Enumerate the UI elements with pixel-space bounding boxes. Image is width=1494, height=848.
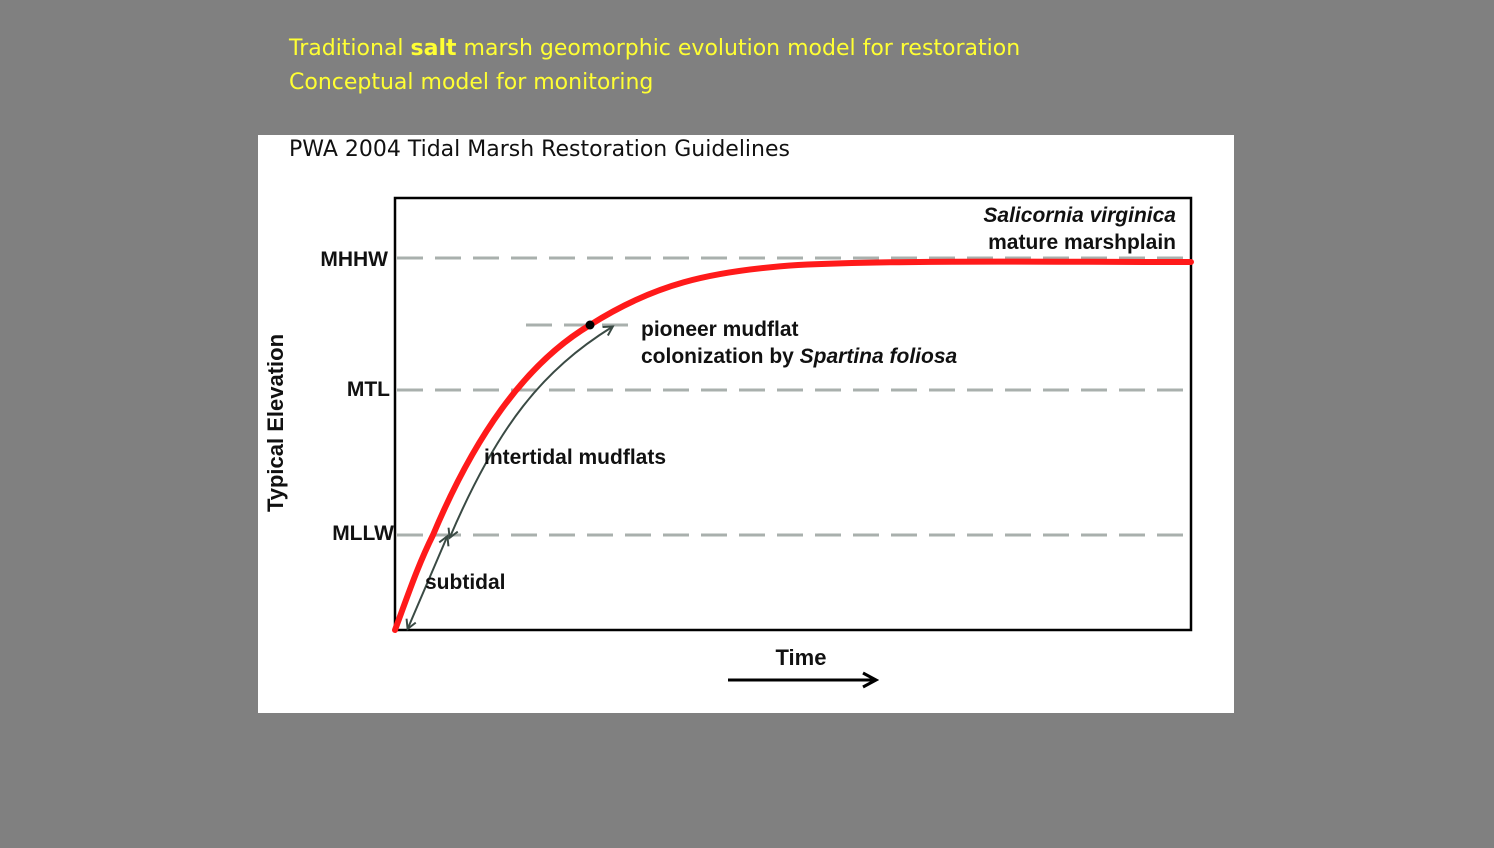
slide-title: Traditional salt marsh geomorphic evolut… (289, 32, 1020, 100)
title-emphasis: salt (410, 36, 457, 61)
pioneer-label: pioneer mudflat (641, 318, 799, 341)
slide-title-line-1: Traditional salt marsh geomorphic evolut… (289, 32, 1020, 66)
subtidal-range-arrow (408, 537, 447, 628)
marsh-evolution-diagram: MHHW MTL MLLW Typical Elevation Salicorn… (263, 196, 1194, 713)
intertidal-range-arrow (450, 327, 612, 537)
figure-panel: PWA 2004 Tidal Marsh Restoration Guideli… (258, 135, 1234, 713)
title-text-rest: marsh geomorphic evolution model for res… (456, 36, 1021, 61)
slide-title-line-2: Conceptual model for monitoring (289, 70, 654, 95)
x-axis-label: Time (776, 645, 827, 670)
intertidal-label: intertidal mudflats (484, 446, 666, 469)
pioneer-point (585, 320, 595, 330)
y-axis-label: Typical Elevation (263, 334, 288, 512)
figure-source: PWA 2004 Tidal Marsh Restoration Guideli… (289, 137, 790, 162)
mature-species-label: Salicornia virginica (983, 204, 1176, 227)
level-label-mhhw: MHHW (320, 248, 388, 271)
subtidal-label: subtidal (425, 571, 506, 594)
title-text: Traditional (289, 36, 411, 61)
elevation-curve (392, 258, 1194, 633)
level-label-mllw: MLLW (332, 522, 394, 545)
level-label-mtl: MTL (347, 378, 390, 401)
colonization-label: colonization by Spartina foliosa (641, 345, 958, 368)
mature-marshplain-label: mature marshplain (988, 231, 1176, 254)
